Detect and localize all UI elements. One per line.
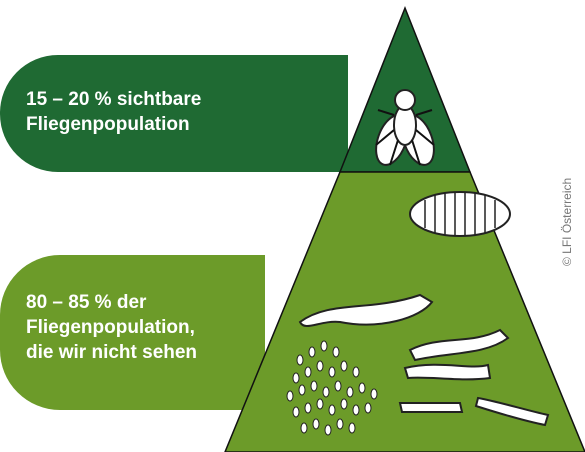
label-line: Fliegenpopulation, [26, 317, 195, 338]
page: 15 – 20 % sichtbare Fliegenpopulation 80… [0, 0, 585, 452]
label-line: 15 – 20 % sichtbare [26, 89, 201, 110]
pupa-icon [410, 192, 510, 236]
copyright: © LFI Österreich [560, 178, 574, 266]
label-line: 80 – 85 % der [26, 292, 147, 313]
diagram: 15 – 20 % sichtbare Fliegenpopulation 80… [0, 0, 585, 452]
label-line: Fliegenpopulation [26, 114, 190, 135]
label-line: die wir nicht sehen [26, 342, 197, 363]
